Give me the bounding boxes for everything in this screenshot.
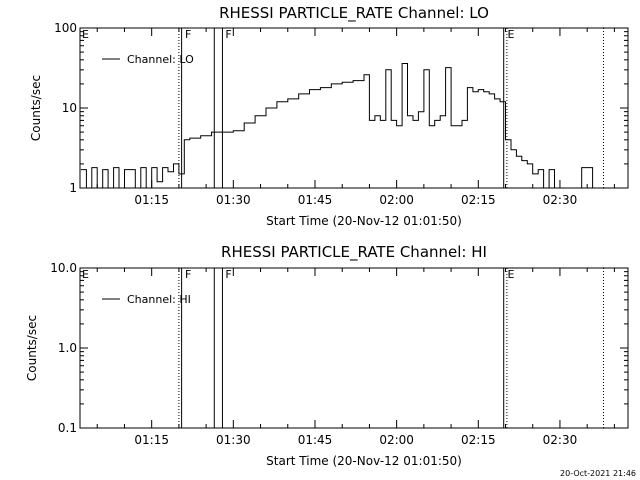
x-tick-label: 02:15 [461,433,496,447]
flag-label: F [185,268,191,281]
x-axis-label: Start Time (20-Nov-12 01:01:50) [266,454,462,468]
x-tick-label: 02:30 [543,433,578,447]
legend-label: Channel: LO [127,53,194,66]
plot-frame [79,267,629,429]
y-tick-label: 10.0 [50,261,77,275]
x-tick-label: 02:00 [379,433,414,447]
y-tick-label: 1.0 [58,341,77,355]
chart-panel-1: RHESSI PARTICLE_RATE Channel: LO Start Ti… [29,4,629,228]
x-tick-label: 01:45 [298,193,333,207]
x-tick-label: 02:00 [379,193,414,207]
x-tick-label: 01:30 [216,193,251,207]
y-tick-label: 10 [62,101,77,115]
flag-label: E [508,28,515,41]
chart-panel-2: RHESSI PARTICLE_RATE Channel: HI Start Ti… [25,243,629,468]
plot-frame [79,27,629,189]
series-line [80,63,597,189]
x-tick-label: 01:15 [134,433,169,447]
y-tick-label: 0.1 [58,421,77,435]
y-axis-label: Counts/sec [25,315,39,381]
footer-timestamp: 20-Oct-2021 21:46 [560,469,636,478]
chart-title: RHESSI PARTICLE_RATE Channel: LO [219,4,489,23]
legend-label: Channel: HI [127,293,191,306]
flag-label: F [185,28,191,41]
flag-label: F [225,28,231,41]
flag-label: E [82,268,89,281]
flag-label: E [82,28,89,41]
chart-title: RHESSI PARTICLE_RATE Channel: HI [221,243,487,262]
flag-label: F [225,268,231,281]
x-tick-label: 02:15 [461,193,496,207]
y-tick-label: 100 [54,21,77,35]
x-tick-label: 01:30 [216,433,251,447]
y-axis-label: Counts/sec [29,75,43,141]
x-tick-label: 01:45 [298,433,333,447]
flag-label: E [508,268,515,281]
x-axis-label: Start Time (20-Nov-12 01:01:50) [266,214,462,228]
y-tick-label: 1 [69,181,77,195]
x-tick-label: 01:15 [134,193,169,207]
x-tick-label: 02:30 [543,193,578,207]
